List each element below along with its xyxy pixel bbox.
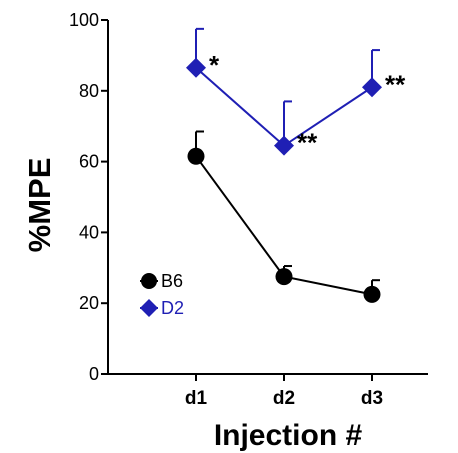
legend-label: B6 bbox=[161, 271, 183, 291]
y-tick-label: 80 bbox=[79, 81, 99, 101]
y-tick-label: 40 bbox=[79, 222, 99, 242]
x-tick-label: d2 bbox=[273, 388, 295, 409]
y-ticks: 0 20 40 60 80 100 bbox=[69, 10, 108, 384]
series-layer: ***** bbox=[186, 27, 406, 303]
x-ticks: d1 d2 d3 bbox=[185, 374, 383, 409]
significance-label: * bbox=[209, 50, 220, 80]
data-point bbox=[274, 135, 294, 156]
legend-marker bbox=[140, 299, 158, 317]
y-tick-label: 60 bbox=[79, 152, 99, 172]
x-axis-title: Injection # bbox=[214, 419, 363, 452]
significance-label: ** bbox=[297, 128, 318, 158]
y-tick-label: 0 bbox=[89, 364, 99, 384]
series-B6 bbox=[187, 130, 381, 303]
data-point bbox=[362, 77, 382, 98]
series-D2: ***** bbox=[186, 27, 406, 158]
y-tick-label: 100 bbox=[69, 10, 99, 30]
data-point bbox=[363, 285, 381, 303]
significance-label: ** bbox=[385, 69, 406, 99]
y-tick-label: 20 bbox=[79, 293, 99, 313]
legend-marker bbox=[141, 273, 157, 289]
x-tick-label: d3 bbox=[361, 388, 383, 409]
data-point bbox=[186, 57, 206, 78]
x-tick-label: d1 bbox=[185, 388, 208, 409]
data-point bbox=[275, 268, 293, 286]
axes bbox=[107, 20, 428, 375]
legend-label: D2 bbox=[161, 298, 184, 318]
y-axis-title: %MPE bbox=[22, 158, 57, 253]
data-point bbox=[187, 147, 205, 165]
